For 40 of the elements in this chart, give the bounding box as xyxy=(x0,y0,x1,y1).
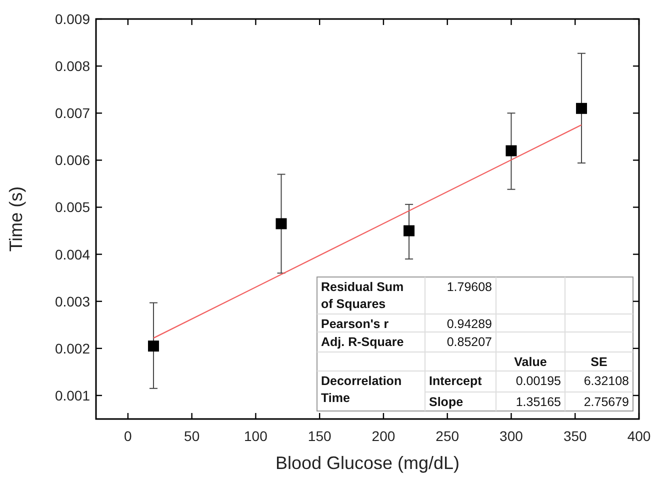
annotation: 6.32108 xyxy=(584,374,630,388)
annotation: 0.85207 xyxy=(446,335,492,349)
x-tick-label: 400 xyxy=(627,428,651,444)
annotation: 2.75679 xyxy=(584,395,630,409)
annotation: Intercept xyxy=(429,374,483,388)
x-axis-title: Blood Glucose (mg/dL) xyxy=(275,453,460,473)
annotation: 0.94289 xyxy=(446,317,492,331)
annotation: SE xyxy=(590,355,608,369)
point xyxy=(276,218,287,230)
y-tick-label: 0.001 xyxy=(54,387,90,404)
y-tick-label: 0.009 xyxy=(54,11,90,27)
x-tick-label: 100 xyxy=(244,428,268,444)
y-tick-label: 0.007 xyxy=(54,105,90,122)
x-tick-label: 200 xyxy=(372,428,396,444)
y-axis-title: Time (s) xyxy=(6,186,26,252)
annotation: 1.35165 xyxy=(516,395,562,409)
x-tick-label: 350 xyxy=(563,428,588,444)
annotation: Slope xyxy=(429,395,464,409)
x-tick-label: 0 xyxy=(124,428,132,444)
annotation: Decorrelation Time xyxy=(321,374,402,405)
point xyxy=(576,102,588,114)
y-tick-label: 0.002 xyxy=(54,340,90,356)
y-tick-label: 0.006 xyxy=(54,152,90,168)
annotation: Adj. R-Square xyxy=(321,335,404,349)
annotation: Residual Sum of Squares xyxy=(321,280,404,311)
annotation: 0.00195 xyxy=(516,374,562,388)
x-tick-label: 150 xyxy=(308,428,332,444)
y-tick-label: 0.004 xyxy=(54,246,90,262)
point xyxy=(404,225,415,236)
x-tick-label: 50 xyxy=(184,428,200,444)
y-tick-label: 0.003 xyxy=(54,293,90,310)
annotation: Value xyxy=(514,355,547,369)
point xyxy=(148,340,159,352)
point xyxy=(506,145,517,156)
annotation: 1.79608 xyxy=(446,280,492,294)
annotation: Pearson's r xyxy=(321,317,389,331)
x-tick-label: 250 xyxy=(436,428,460,444)
x-tick-label: 300 xyxy=(500,428,524,444)
y-tick-label: 0.005 xyxy=(54,199,90,216)
y-tick-label: 0.008 xyxy=(54,58,90,74)
